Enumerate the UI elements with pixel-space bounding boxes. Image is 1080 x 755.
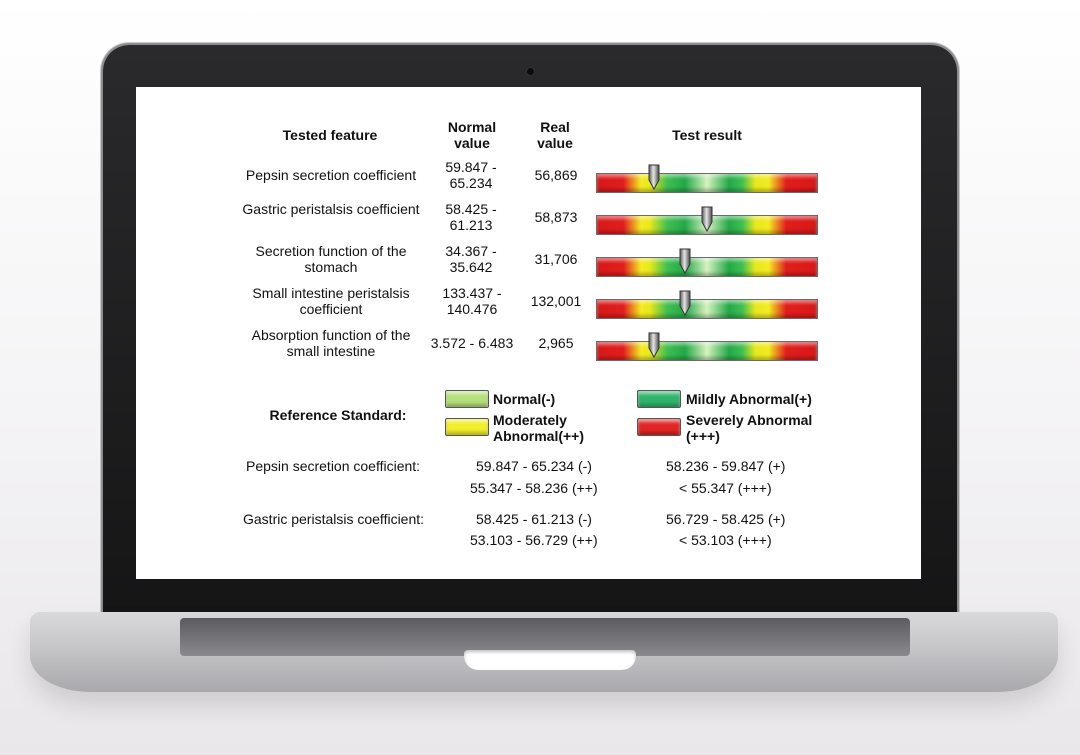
- webcam-icon: [527, 68, 534, 75]
- keyboard-hinge-strip: [180, 618, 910, 656]
- legend-swatch-moderately-abnormal: [445, 418, 489, 436]
- row-feature: Small intestine peristalsis coefficient: [252, 285, 410, 317]
- header-test-result: Test result: [672, 127, 742, 143]
- laptop-screen: Tested feature Normal value Real value T…: [136, 87, 921, 579]
- legend-swatch-normal: [445, 390, 489, 408]
- laptop-base: [30, 612, 1058, 692]
- laptop-lid: Tested feature Normal value Real value T…: [103, 45, 957, 620]
- gauge-marker-icon: [701, 206, 713, 233]
- gauge-marker-icon: [648, 164, 660, 191]
- row-normal-value: 59.847 - 65.234: [445, 159, 497, 191]
- row-normal-value: 34.367 - 35.642: [445, 243, 497, 275]
- result-gauge-bar: [596, 206, 818, 235]
- legend-swatch-severely-abnormal: [637, 418, 681, 436]
- result-gauge-bar: [596, 164, 818, 193]
- reference-value: 58.236 - 59.847 (+): [666, 458, 786, 474]
- reference-value: 59.847 - 65.234 (-): [476, 458, 592, 474]
- reference-item-name: Gastric peristalsis coefficient:: [243, 511, 425, 527]
- row-feature: Secretion function of the stomach: [255, 243, 407, 275]
- legend-label-severely-abnormal: Severely Abnormal (+++): [686, 412, 813, 444]
- row-normal-value: 3.572 - 6.483: [430, 335, 514, 351]
- row-normal-value: 58.425 - 61.213: [445, 201, 497, 233]
- reference-value: 58.425 - 61.213 (-): [476, 511, 592, 527]
- row-real-value: 31,706: [534, 251, 578, 267]
- reference-value: 55.347 - 58.236 (++): [470, 480, 598, 496]
- result-gauge-bar: [596, 248, 818, 277]
- legend-label-mildly-abnormal: Mildly Abnormal(+): [686, 391, 812, 407]
- row-feature: Gastric peristalsis coefficient: [242, 201, 420, 217]
- result-gauge-bar: [596, 332, 818, 361]
- header-real-value: Real value: [537, 119, 573, 151]
- row-real-value: 132,001: [530, 293, 582, 309]
- gauge-marker-icon: [679, 290, 691, 317]
- row-feature: Pepsin secretion coefficient: [245, 167, 417, 183]
- legend-swatch-mildly-abnormal: [637, 390, 681, 408]
- reference-value: 56.729 - 58.425 (+): [666, 511, 786, 527]
- reference-value: < 53.103 (+++): [679, 532, 772, 548]
- legend-label-normal: Normal(-): [493, 391, 556, 407]
- legend-label-moderately-abnormal: Moderately Abnormal(++): [493, 412, 585, 444]
- row-real-value: 56,869: [534, 167, 578, 183]
- reference-item-name: Pepsin secretion coefficient:: [246, 458, 421, 474]
- row-real-value: 2,965: [538, 335, 574, 351]
- row-feature: Absorption function of the small intesti…: [251, 327, 411, 359]
- gauge-marker-icon: [648, 332, 660, 359]
- row-real-value: 58,873: [534, 209, 578, 225]
- header-tested-feature: Tested feature: [282, 127, 378, 143]
- gauge-marker-icon: [679, 248, 691, 275]
- lid-opening-notch: [464, 650, 636, 670]
- reference-value: < 55.347 (+++): [679, 480, 772, 496]
- result-gauge-bar: [596, 290, 818, 319]
- reference-value: 53.103 - 56.729 (++): [470, 532, 598, 548]
- row-normal-value: 133.437 - 140.476: [442, 285, 502, 317]
- header-normal-value: Normal value: [447, 119, 497, 151]
- reference-standard-title: Reference Standard:: [269, 407, 407, 423]
